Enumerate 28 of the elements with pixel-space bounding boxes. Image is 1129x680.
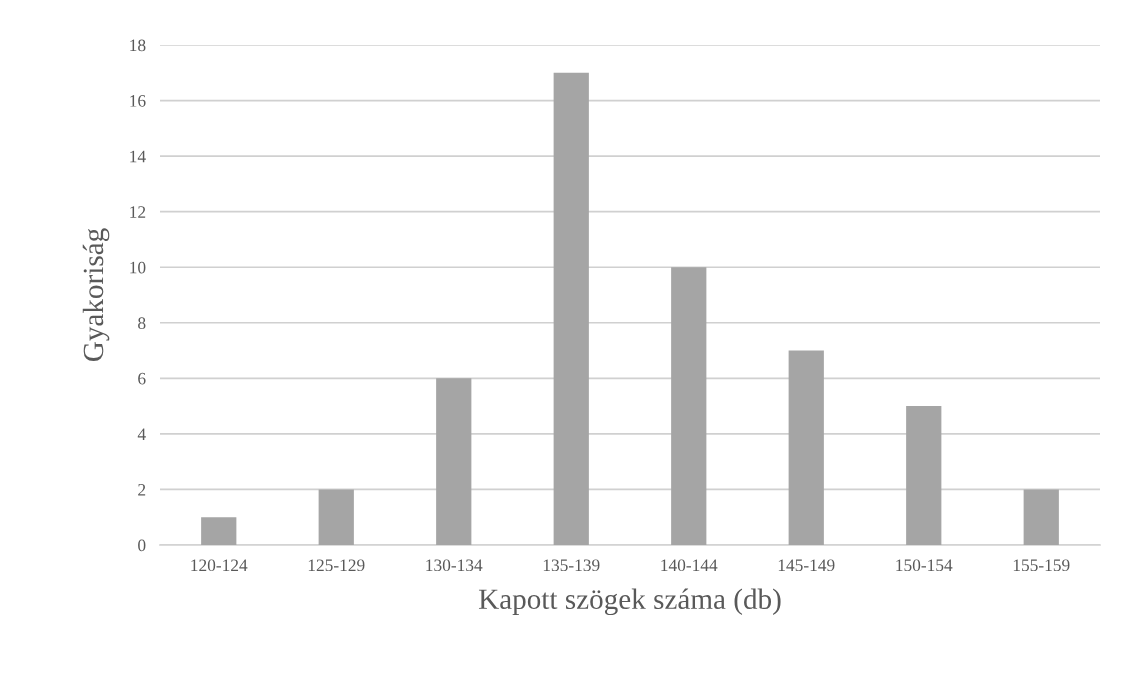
y-tick-label: 2 bbox=[138, 483, 146, 496]
x-tick-label: 125-129 bbox=[308, 559, 365, 572]
bar bbox=[318, 489, 354, 545]
bar bbox=[671, 267, 707, 545]
x-tick-label: 145-149 bbox=[778, 559, 835, 572]
y-tick-label: 14 bbox=[130, 150, 146, 163]
x-tick-label: 120-124 bbox=[191, 559, 248, 572]
y-tick-label: 4 bbox=[137, 428, 146, 440]
y-tick-label: 6 bbox=[138, 372, 146, 385]
x-tick-label: 140-144 bbox=[661, 559, 718, 572]
bar bbox=[436, 378, 472, 545]
y-axis-title: Gyakoriság bbox=[82, 228, 110, 362]
x-tick-label: 130-134 bbox=[426, 559, 483, 572]
x-axis-title: Kapott szögek száma (db) bbox=[478, 588, 781, 616]
y-tick-label: 16 bbox=[130, 95, 146, 107]
bar bbox=[906, 406, 942, 545]
y-tick-label: 0 bbox=[138, 539, 146, 552]
bar bbox=[201, 517, 237, 545]
y-tick-label: 12 bbox=[130, 206, 146, 218]
x-tick-label: 150-154 bbox=[896, 559, 953, 572]
bar bbox=[1023, 489, 1059, 545]
bar bbox=[553, 72, 589, 545]
bar bbox=[788, 350, 824, 545]
x-tick-label: 135-139 bbox=[543, 559, 600, 572]
x-tick-label: 155-159 bbox=[1013, 559, 1070, 572]
y-tick-label: 8 bbox=[138, 317, 146, 329]
y-tick-label: 10 bbox=[130, 261, 146, 274]
y-tick-label: 18 bbox=[130, 39, 146, 52]
